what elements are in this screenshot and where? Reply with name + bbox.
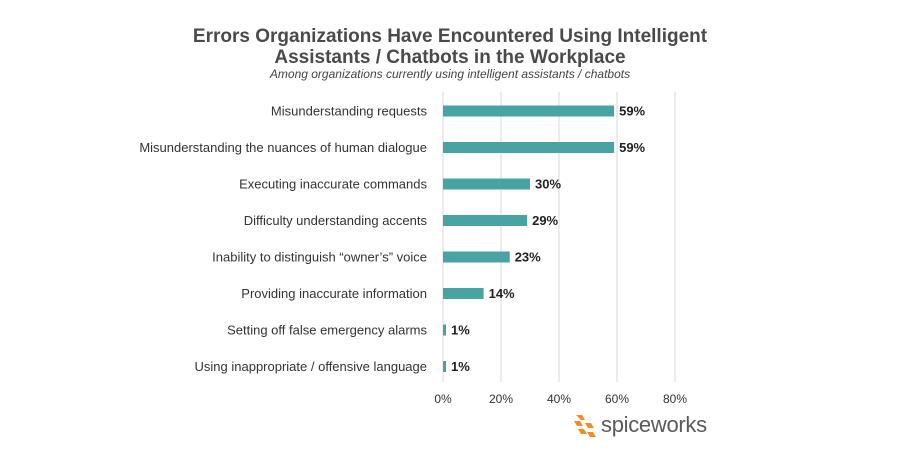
labels: 0% 20% 40% 60% 80% Misunderstanding requests 5… — [139, 104, 687, 407]
value-label: 59% — [619, 140, 645, 155]
category-label: Misunderstanding the nuances of human di… — [139, 140, 427, 155]
chart-title: Errors Organizations Have Encountered Us… — [0, 26, 900, 68]
value-label: 14% — [489, 286, 515, 301]
bar — [443, 361, 446, 372]
category-label: Difficulty understanding accents — [244, 213, 428, 228]
x-tick-label: 60% — [605, 392, 629, 406]
value-label: 1% — [451, 359, 470, 374]
value-label: 23% — [515, 250, 541, 265]
value-label: 1% — [451, 323, 470, 338]
value-label: 29% — [532, 213, 558, 228]
bar — [443, 178, 530, 190]
category-label: Providing inaccurate information — [241, 286, 427, 301]
category-label: Misunderstanding requests — [271, 104, 428, 119]
category-label: Setting off false emergency alarms — [227, 323, 427, 338]
bar — [443, 105, 615, 117]
spiceworks-wordmark: spiceworks — [601, 412, 707, 437]
bar — [443, 215, 528, 226]
chart-title-line-1: Errors Organizations Have Encountered Us… — [192, 26, 708, 47]
bar — [443, 288, 484, 299]
x-tick-label: 20% — [489, 392, 513, 406]
x-tick-label: 40% — [547, 392, 571, 406]
chart-subtitle: Among organizations currently using inte… — [269, 67, 631, 81]
gridlines — [442, 92, 676, 382]
bar — [443, 142, 615, 153]
x-tick-label: 80% — [663, 392, 687, 406]
category-label: Executing inaccurate commands — [239, 177, 427, 192]
value-label: 59% — [619, 104, 645, 119]
spiceworks-logo-icon — [574, 415, 596, 437]
category-label: Using inappropriate / offensive language — [195, 359, 427, 374]
x-tick-label: 0% — [434, 392, 452, 406]
value-label: 30% — [535, 177, 561, 192]
category-label: Inability to distinguish “owner’s” voice — [212, 250, 427, 265]
bar — [443, 324, 446, 336]
chart-title-line-2: Assistants / Chatbots in the Workplace — [274, 47, 626, 68]
bar — [443, 251, 510, 263]
spiceworks-logo: spiceworks — [572, 409, 707, 441]
bars — [443, 105, 615, 372]
